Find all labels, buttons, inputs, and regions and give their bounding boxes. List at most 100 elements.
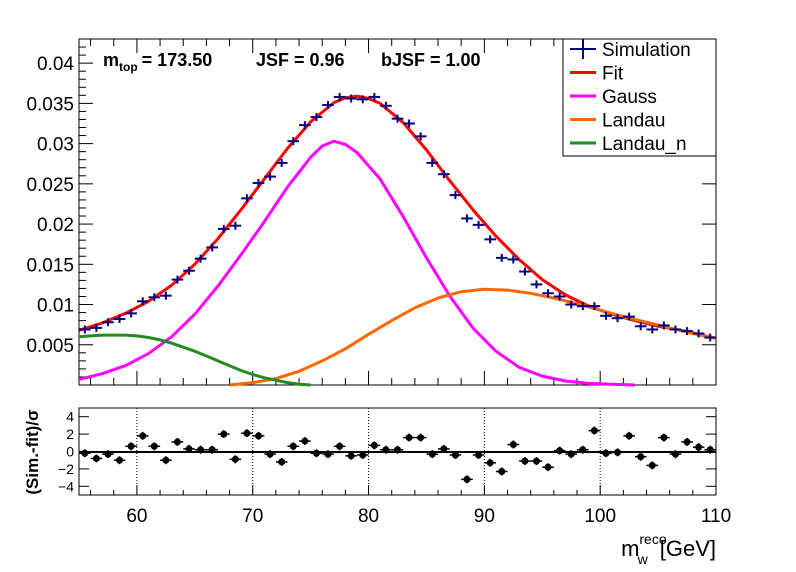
residual-point — [451, 451, 459, 459]
residual-point — [116, 456, 124, 464]
residual-point — [370, 441, 378, 449]
residual-point — [382, 446, 390, 454]
legend-label: Landau_n — [602, 134, 687, 155]
residual-grid — [136, 408, 601, 495]
residual-point — [208, 446, 216, 454]
residual-point — [312, 449, 320, 457]
residual-point — [509, 441, 517, 449]
residual-point — [532, 457, 540, 465]
y-tick-label: 0.01 — [37, 296, 74, 317]
residual-point — [104, 450, 112, 458]
legend-label: Simulation — [602, 40, 691, 61]
residual-point — [498, 468, 506, 476]
residual-point — [405, 434, 413, 442]
residual-x-axis: 60 70 80 90 100 110 — [90, 485, 731, 527]
residual-point — [590, 427, 598, 435]
y-tick-label: 0.005 — [26, 336, 74, 357]
residual-point — [463, 475, 471, 483]
residual-y-tick-label: −4 — [58, 478, 74, 494]
y-tick-label: 0.02 — [37, 215, 74, 236]
residual-point — [544, 463, 552, 471]
residual-point — [648, 461, 656, 469]
residual-point — [231, 455, 239, 463]
residual-point — [81, 449, 89, 457]
residual-points — [78, 426, 717, 484]
residual-point — [660, 434, 668, 442]
residual-point — [706, 446, 714, 454]
residual-point — [475, 451, 483, 459]
residual-point — [220, 430, 228, 438]
main-y-axis: 0.005 0.01 0.015 0.02 0.025 0.03 0.035 0.04 — [26, 46, 716, 378]
residual-point — [278, 458, 286, 466]
jsf-label: JSF = 0.96 — [256, 50, 345, 70]
residual-point — [185, 445, 193, 453]
residual-y-tick-label: −2 — [58, 461, 74, 477]
residual-point — [521, 457, 529, 465]
residual-point — [394, 446, 401, 454]
residual-point — [255, 432, 263, 440]
legend-label: Landau — [602, 111, 665, 132]
landau-n-curve — [78, 333, 311, 387]
y-tick-label: 0.025 — [26, 175, 74, 196]
simulation-points — [79, 92, 716, 342]
residual-point — [614, 448, 622, 456]
residual-point — [197, 446, 205, 454]
main-series-layer — [78, 92, 717, 387]
residual-point — [127, 442, 135, 450]
main-plot: 0.005 0.01 0.015 0.02 0.025 0.03 0.035 0.04 mto… — [26, 38, 717, 387]
y-tick-label: 0.035 — [26, 94, 74, 115]
residual-point — [301, 437, 309, 445]
residual-point — [486, 459, 494, 467]
residual-point — [243, 429, 251, 437]
residual-point — [347, 452, 355, 460]
residual-point — [579, 446, 587, 454]
residual-point — [428, 450, 436, 458]
mtop-label: mtop = 173.50 — [103, 50, 212, 74]
legend-label: Gauss — [602, 87, 657, 108]
residual-y-tick-label: 4 — [66, 409, 74, 425]
residual-point — [173, 438, 181, 446]
residual-point — [289, 442, 297, 450]
landau-curve — [229, 287, 717, 387]
residual-point — [266, 450, 274, 458]
residual-point — [556, 447, 564, 455]
x-tick-label: 100 — [584, 506, 616, 527]
residual-y-tick-label: 0 — [66, 444, 74, 460]
residual-y-axis: 42 0−2−4 — [58, 409, 716, 494]
residual-point — [637, 453, 645, 461]
y-tick-label: 0.015 — [26, 255, 74, 276]
residual-point — [417, 434, 425, 442]
residual-point — [440, 445, 448, 453]
residual-point — [359, 451, 367, 459]
residual-point — [336, 442, 344, 450]
residual-point — [162, 456, 170, 464]
x-tick-label: 60 — [126, 506, 147, 527]
x-tick-label: 110 — [701, 506, 731, 527]
x-tick-label: 80 — [358, 506, 379, 527]
residual-point — [150, 442, 158, 450]
residual-point — [671, 450, 679, 458]
main-x-axis — [90, 39, 694, 385]
x-axis-label: mreco w [GeV] — [621, 531, 716, 567]
y-tick-label: 0.03 — [37, 135, 74, 156]
legend-label: Fit — [602, 64, 624, 85]
bjsf-label: bJSF = 1.00 — [381, 50, 481, 70]
fit-annotation: mtop = 173.50 JSF = 0.96 bJSF = 1.00 — [103, 50, 481, 74]
x-tick-label: 90 — [474, 506, 495, 527]
residual-point — [695, 443, 703, 451]
y-tick-label: 0.04 — [37, 54, 74, 75]
residual-point — [92, 454, 100, 462]
main-plot-frame — [78, 38, 717, 386]
residual-point — [683, 438, 691, 446]
residual-point — [324, 450, 332, 458]
x-tick-label: 70 — [242, 506, 263, 527]
residual-y-label: (Sim.-fit)/σ — [23, 409, 42, 495]
gauss-curve — [78, 139, 635, 387]
residual-point — [602, 449, 610, 457]
residual-point — [567, 450, 575, 458]
residual-plot: 42 0−2−4 60 70 80 90 100 110 (Sim.-fit)/σ mrec… — [23, 407, 731, 567]
residual-y-tick-label: 2 — [66, 426, 74, 442]
